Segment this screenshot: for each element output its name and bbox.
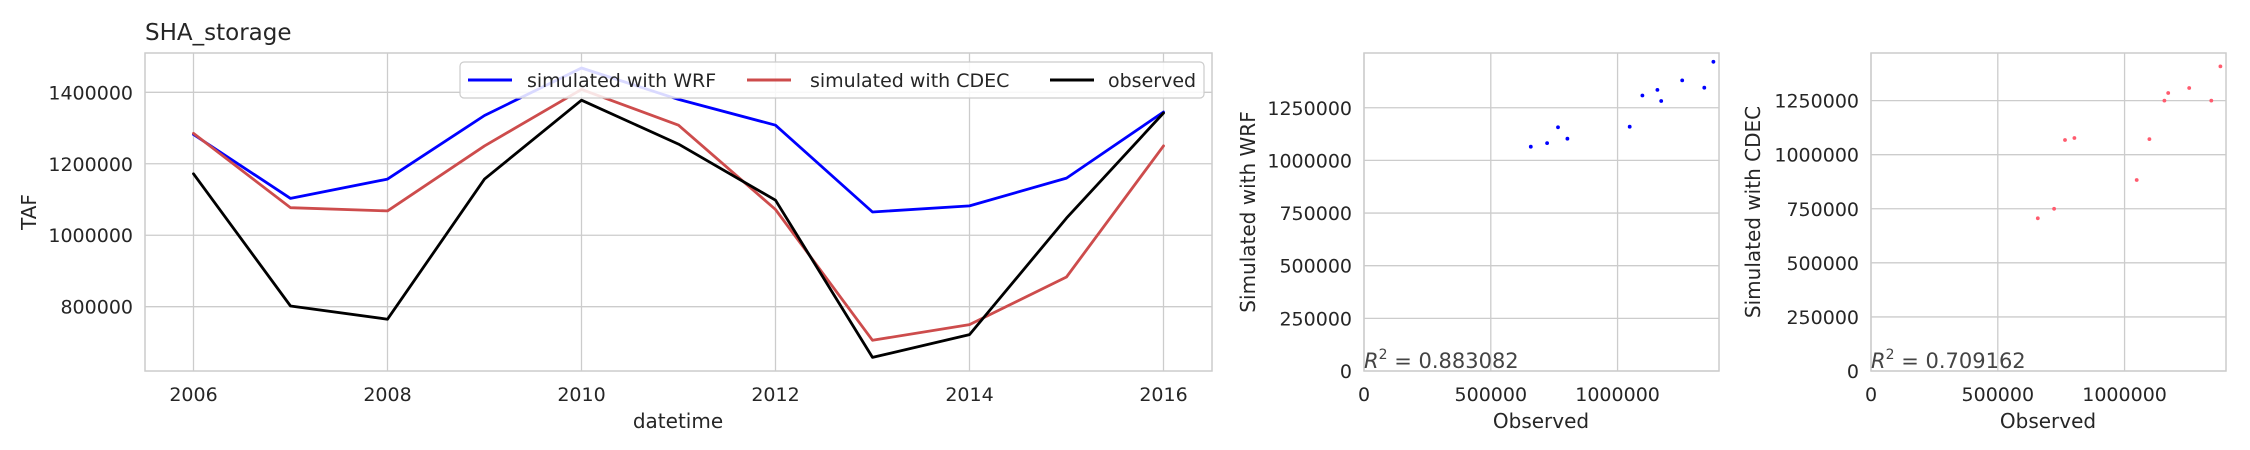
wrf-scatter-frame [1363,52,1720,372]
x-tick-label: 1000000 [1575,384,1660,406]
x-tick-label: 2016 [1139,384,1187,406]
wrf-r2-exponent: 2 [1379,347,1388,363]
scatter-point [1565,136,1570,141]
wrf-y-axis-label: Simulated with WRF [1236,111,1260,312]
cdec-r2-exponent: 2 [1886,347,1895,363]
x-tick-label: 0 [1358,384,1370,406]
y-tick-label: 1400000 [48,82,133,104]
wrf-scatter-panel: 0 500000 1000000 0 250000 500000 750000 100000… [1236,52,1720,433]
chart-title: SHA_storage [145,20,292,46]
y-tick-label: 1000000 [1774,145,1859,167]
scatter-point [1528,144,1533,149]
cdec-scatter-panel: 0 500000 1000000 0 250000 500000 750000 100000… [1741,52,2227,433]
scatter-point [2162,98,2167,103]
cdec-r2-annotation: R2 = 0.709162 [1871,347,2026,373]
legend: simulated with WRF simulated with CDEC o… [459,61,1205,99]
line-chart-panel: 2006 2008 2010 2012 2014 2016 800000 1000000 12… [17,20,1213,433]
cdec-scatter-x-ticks: 0 500000 1000000 [1865,384,2167,406]
cdec-y-axis-label: Simulated with CDEC [1741,106,1765,318]
y-tick-label: 1000000 [48,225,133,247]
scatter-point [1655,88,1660,92]
wrf-scatter-grid [1363,53,1719,372]
y-tick-label: 250000 [1786,307,1859,329]
line-chart-frame [144,52,1213,372]
legend-box [459,61,1205,99]
cdec-x-axis-label: Observed [2000,409,2096,433]
y-axis-label: TAF [17,194,41,231]
wrf-r2-symbol: R [1364,349,1379,373]
wrf-x-axis-label: Observed [1493,409,1589,433]
x-tick-label: 2010 [557,384,605,406]
scatter-point [1702,85,1707,90]
wrf-r2-annotation: R2 = 0.883082 [1364,347,1519,373]
scatter-point [1545,141,1549,146]
wrf-scatter-y-ticks: 0 250000 500000 750000 1000000 1250000 [1267,98,1352,383]
scatter-point [2147,137,2152,142]
legend-label-wrf: simulated with WRF [527,70,716,92]
x-tick-label: 2006 [169,384,217,406]
scatter-point [2166,91,2171,95]
cdec-scatter-points [2035,64,2223,221]
y-tick-label: 0 [1847,361,1859,383]
y-tick-label: 0 [1340,361,1352,383]
scatter-point [1556,125,1560,130]
scatter-point [1711,59,1716,64]
series-line-observed [192,98,1165,359]
wrf-scatter-points [1528,59,1716,149]
x-tick-label: 2014 [945,384,993,406]
scatter-point [2134,178,2139,182]
y-tick-label: 500000 [1279,256,1352,278]
scatter-point [1659,99,1664,103]
scatter-point [2187,86,2192,90]
x-tick-label: 500000 [1455,384,1528,406]
y-tick-label: 1250000 [1267,98,1352,120]
y-tick-label: 1250000 [1774,91,1859,113]
y-tick-label: 250000 [1279,308,1352,330]
scatter-point [2072,136,2077,140]
x-tick-label: 0 [1865,384,1877,406]
legend-label-cdec: simulated with CDEC [810,70,1009,92]
line-chart-series [192,66,1165,359]
scatter-point [1627,124,1632,129]
x-tick-label: 2012 [751,384,799,406]
scatter-point [2218,64,2223,69]
cdec-scatter-frame [1870,52,2227,372]
scatter-point [2052,206,2057,211]
x-tick-label: 2008 [363,384,411,406]
y-tick-label: 1000000 [1267,150,1352,172]
scatter-point [2063,138,2067,142]
cdec-r2-symbol: R [1871,349,1886,373]
y-tick-label: 800000 [60,297,133,319]
scatter-point [2209,98,2214,103]
scatter-point [1680,78,1685,83]
y-tick-label: 1200000 [48,154,133,176]
wrf-r2-value: = 0.883082 [1388,349,1519,373]
line-chart-x-ticks: 2006 2008 2010 2012 2014 2016 [169,384,1187,406]
scatter-point [2035,216,2040,221]
cdec-scatter-y-ticks: 0 250000 500000 750000 1000000 1250000 [1774,91,1859,383]
y-tick-label: 750000 [1279,203,1352,225]
x-axis-label: datetime [633,409,723,433]
cdec-r2-value: = 0.709162 [1895,349,2026,373]
line-chart-y-ticks: 800000 1000000 1200000 1400000 [48,82,133,318]
series-line-simulated-with-cdec [192,88,1165,342]
wrf-scatter-x-ticks: 0 500000 1000000 [1358,384,1660,406]
x-tick-label: 500000 [1962,384,2035,406]
legend-label-observed: observed [1108,70,1196,92]
y-tick-label: 500000 [1786,253,1859,275]
series-line-simulated-with-wrf [192,66,1165,214]
cdec-scatter-grid [1870,53,2226,372]
scatter-point [1640,93,1645,98]
y-tick-label: 750000 [1786,199,1859,221]
x-tick-label: 1000000 [2082,384,2167,406]
